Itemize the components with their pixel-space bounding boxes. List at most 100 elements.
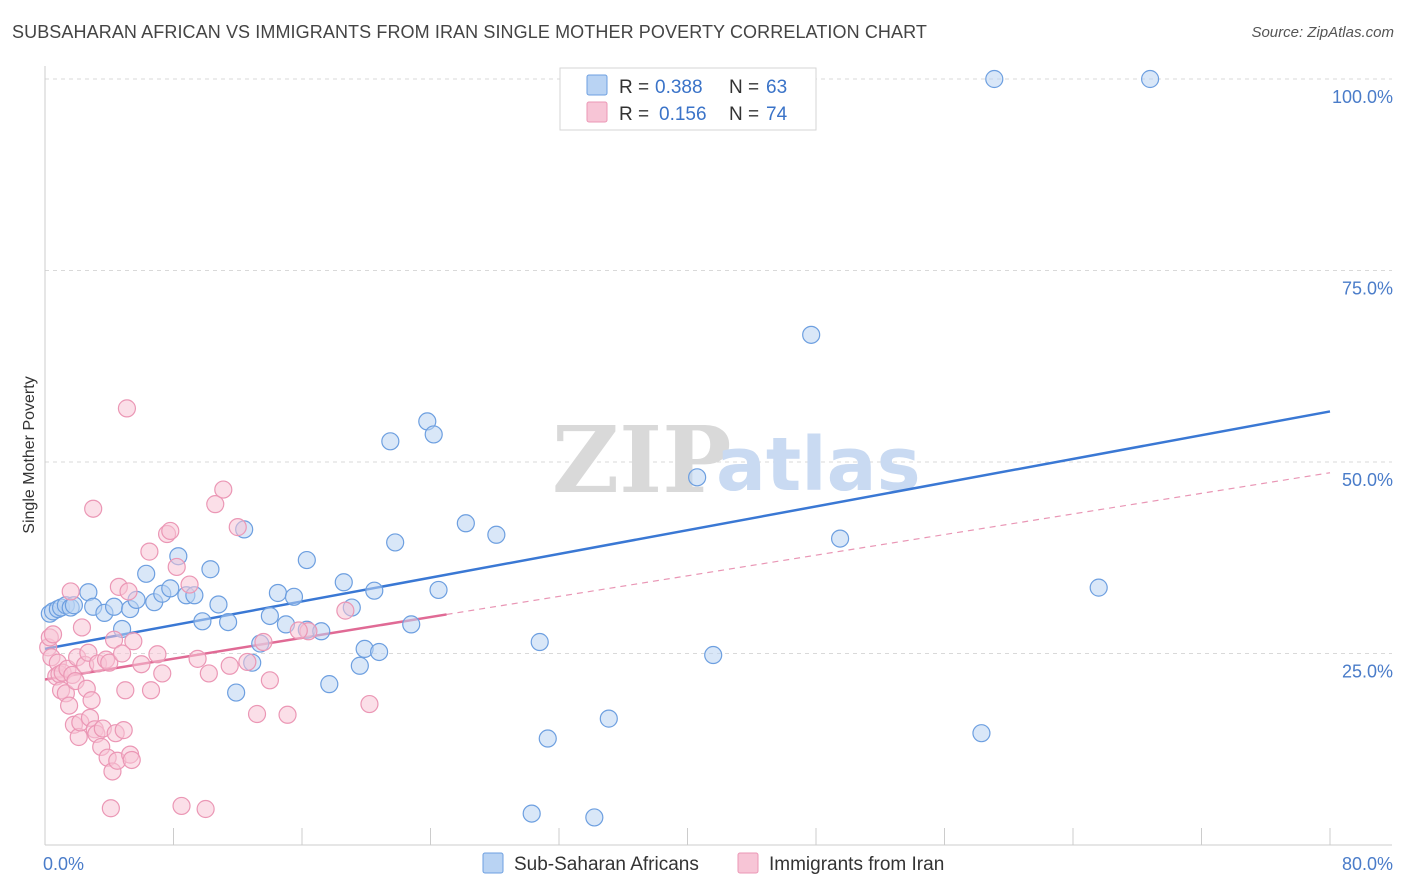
data-point-iran	[112, 644, 132, 663]
legend: R = 0.388 N = 63 R = 0.156 N = 74	[559, 67, 817, 131]
data-points	[39, 69, 1160, 827]
data-point-sub-saharan	[530, 632, 549, 652]
chart-source: Source: ZipAtlas.com	[1251, 24, 1394, 41]
watermark-atlas-text: atlas	[716, 422, 921, 508]
data-point-iran	[336, 601, 355, 620]
legend-swatch-pink	[586, 101, 608, 123]
data-point-sub-saharan	[370, 642, 389, 662]
bottom-legend-swatch-blue	[482, 852, 504, 874]
data-point-iran	[247, 704, 267, 724]
data-point-iran	[59, 696, 79, 715]
data-point-iran	[167, 557, 186, 577]
data-point-sub-saharan	[522, 804, 541, 823]
data-point-iran	[153, 664, 172, 683]
legend-r-value-blue: 0.388	[655, 77, 703, 98]
data-point-sub-saharan	[334, 573, 353, 592]
data-point-iran	[82, 691, 101, 710]
axes	[44, 66, 1392, 846]
data-point-iran	[220, 656, 239, 675]
bottom-legend: Sub-Saharan Africans Immigrants from Ira…	[482, 852, 944, 875]
data-point-iran	[124, 632, 143, 651]
data-point-iran	[119, 582, 138, 601]
data-point-sub-saharan	[284, 587, 304, 606]
data-point-sub-saharan	[365, 581, 384, 600]
data-point-iran	[141, 681, 161, 700]
data-point-sub-saharan	[386, 533, 405, 552]
bottom-legend-label-pink: Immigrants from Iran	[769, 854, 944, 875]
data-point-sub-saharan	[1089, 578, 1108, 597]
legend-n-value-pink: 74	[766, 104, 788, 125]
data-point-iran	[206, 495, 225, 514]
data-point-iran	[238, 652, 257, 672]
data-point-iran	[360, 694, 379, 714]
data-point-sub-saharan	[297, 550, 316, 570]
legend-n-label-blue: N =	[729, 77, 759, 98]
data-point-sub-saharan	[688, 468, 707, 487]
chart-title: SUBSAHARAN AFRICAN VS IMMIGRANTS FROM IR…	[12, 22, 927, 42]
data-point-iran	[43, 625, 63, 644]
data-point-iran	[132, 655, 151, 674]
data-point-iran	[260, 671, 279, 690]
legend-r-label-pink: R =	[619, 104, 649, 125]
legend-r-label-blue: R =	[619, 77, 649, 98]
data-point-sub-saharan	[704, 645, 723, 665]
data-point-iran	[61, 582, 80, 601]
data-point-sub-saharan	[972, 724, 991, 743]
data-point-iran	[114, 720, 133, 740]
y-axis-title: Single Mother Poverty	[21, 376, 38, 533]
data-point-sub-saharan	[830, 529, 850, 548]
bottom-legend-swatch-pink	[737, 852, 759, 874]
data-point-iran	[289, 621, 308, 640]
data-point-sub-saharan	[487, 525, 506, 544]
data-point-sub-saharan	[137, 564, 156, 583]
legend-n-label-pink: N =	[729, 104, 759, 125]
data-point-sub-saharan	[320, 675, 339, 694]
x-tick-label: 0.0%	[43, 854, 84, 874]
data-point-sub-saharan	[209, 595, 228, 614]
y-tick-label: 100.0%	[1332, 87, 1393, 107]
data-point-sub-saharan	[599, 709, 618, 728]
data-point-sub-saharan	[350, 656, 369, 675]
data-point-iran	[140, 542, 159, 561]
data-point-iran	[188, 649, 207, 668]
data-point-iran	[172, 796, 191, 816]
data-point-sub-saharan	[193, 612, 212, 631]
data-point-iran	[148, 645, 167, 664]
data-point-iran	[214, 480, 233, 499]
data-point-iran	[278, 705, 297, 724]
data-point-sub-saharan	[268, 583, 288, 603]
legend-r-value-pink: 0.156	[659, 104, 707, 125]
y-tick-label: 25.0%	[1342, 662, 1393, 682]
trend-line-sub-saharan	[44, 410, 1331, 651]
data-point-sub-saharan	[985, 69, 1004, 89]
data-point-iran	[100, 653, 119, 672]
gridlines	[45, 78, 1392, 654]
data-point-sub-saharan	[456, 514, 475, 533]
bottom-legend-label-blue: Sub-Saharan Africans	[514, 854, 699, 875]
data-point-sub-saharan	[585, 808, 604, 827]
y-tick-label: 50.0%	[1342, 470, 1393, 490]
data-point-sub-saharan	[424, 425, 443, 444]
data-point-sub-saharan	[802, 325, 821, 344]
y-tick-labels: 25.0% 50.0% 75.0% 100.0%	[1332, 87, 1393, 682]
data-point-iran	[104, 630, 124, 649]
data-point-iran	[196, 799, 215, 819]
data-point-sub-saharan	[260, 606, 279, 626]
x-tick-label: 80.0%	[1342, 854, 1393, 874]
data-point-sub-saharan	[1140, 69, 1160, 89]
legend-n-value-blue: 63	[766, 77, 787, 98]
data-point-sub-saharan	[219, 612, 238, 632]
data-point-sub-saharan	[161, 579, 180, 598]
data-point-iran	[254, 632, 273, 652]
data-point-iran	[228, 518, 247, 537]
watermark-zip-text: ZIP	[552, 406, 731, 514]
data-point-sub-saharan	[402, 615, 421, 634]
data-point-iran	[161, 521, 180, 541]
data-point-iran	[122, 750, 141, 770]
data-point-iran	[72, 618, 92, 637]
data-point-iran	[116, 681, 135, 700]
legend-swatch-blue	[586, 74, 608, 96]
data-point-sub-saharan	[227, 683, 246, 702]
data-point-iran	[199, 664, 218, 683]
